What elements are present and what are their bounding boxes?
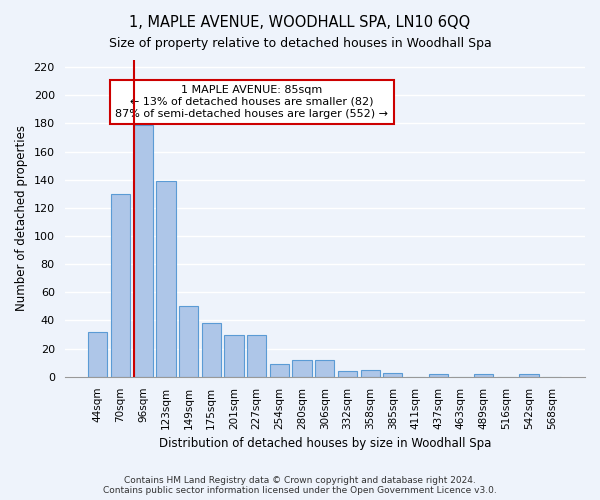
Text: 1 MAPLE AVENUE: 85sqm
← 13% of detached houses are smaller (82)
87% of semi-deta: 1 MAPLE AVENUE: 85sqm ← 13% of detached … <box>115 86 388 118</box>
Bar <box>270 364 289 377</box>
Bar <box>247 334 266 377</box>
Bar <box>134 125 153 377</box>
Bar <box>520 374 539 377</box>
Bar <box>88 332 107 377</box>
Bar <box>156 181 176 377</box>
X-axis label: Distribution of detached houses by size in Woodhall Spa: Distribution of detached houses by size … <box>158 437 491 450</box>
Text: Contains HM Land Registry data © Crown copyright and database right 2024.
Contai: Contains HM Land Registry data © Crown c… <box>103 476 497 495</box>
Bar <box>338 371 357 377</box>
Text: Size of property relative to detached houses in Woodhall Spa: Size of property relative to detached ho… <box>109 38 491 51</box>
Bar <box>361 370 380 377</box>
Bar <box>428 374 448 377</box>
Bar <box>383 372 403 377</box>
Bar <box>202 324 221 377</box>
Bar <box>315 360 334 377</box>
Bar <box>224 334 244 377</box>
Y-axis label: Number of detached properties: Number of detached properties <box>15 126 28 312</box>
Bar <box>179 306 198 377</box>
Bar <box>292 360 312 377</box>
Text: 1, MAPLE AVENUE, WOODHALL SPA, LN10 6QQ: 1, MAPLE AVENUE, WOODHALL SPA, LN10 6QQ <box>130 15 470 30</box>
Bar <box>474 374 493 377</box>
Bar <box>111 194 130 377</box>
